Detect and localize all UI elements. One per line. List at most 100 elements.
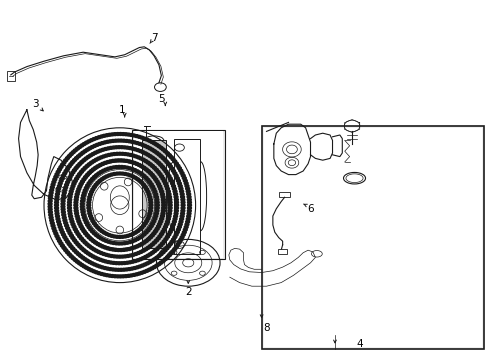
Circle shape (183, 179, 187, 182)
Circle shape (78, 245, 81, 248)
Circle shape (56, 237, 60, 240)
Circle shape (114, 146, 118, 149)
Circle shape (155, 204, 159, 207)
Circle shape (88, 193, 92, 196)
Circle shape (110, 173, 114, 176)
Circle shape (59, 166, 63, 168)
Circle shape (81, 228, 84, 230)
Circle shape (119, 249, 123, 252)
Circle shape (52, 227, 56, 230)
Circle shape (176, 165, 180, 167)
Circle shape (150, 185, 154, 188)
Circle shape (124, 140, 128, 143)
Text: 5: 5 (158, 94, 164, 104)
Circle shape (69, 153, 73, 156)
Circle shape (57, 220, 61, 223)
Circle shape (77, 155, 81, 158)
Circle shape (176, 243, 180, 246)
Circle shape (103, 148, 107, 150)
Circle shape (89, 161, 93, 164)
Circle shape (91, 188, 95, 191)
Circle shape (180, 236, 183, 239)
Circle shape (101, 148, 105, 151)
Circle shape (141, 249, 145, 252)
Circle shape (147, 195, 151, 198)
Circle shape (81, 197, 85, 200)
Circle shape (78, 172, 81, 175)
Circle shape (122, 159, 125, 162)
Circle shape (134, 155, 138, 158)
Circle shape (142, 175, 146, 177)
Circle shape (112, 255, 116, 258)
Circle shape (155, 228, 159, 230)
Circle shape (56, 190, 60, 193)
Circle shape (126, 274, 130, 277)
Circle shape (81, 180, 84, 183)
Circle shape (187, 207, 191, 210)
Circle shape (140, 165, 143, 168)
Circle shape (88, 261, 92, 264)
Circle shape (55, 235, 59, 238)
Circle shape (67, 253, 71, 256)
Circle shape (79, 225, 83, 228)
Circle shape (162, 207, 165, 210)
Circle shape (106, 147, 110, 150)
Circle shape (135, 178, 139, 181)
Circle shape (168, 207, 172, 210)
Circle shape (78, 145, 81, 148)
Circle shape (137, 135, 141, 138)
Circle shape (118, 255, 122, 258)
Circle shape (114, 166, 118, 168)
Circle shape (180, 215, 184, 218)
Circle shape (173, 193, 177, 195)
Circle shape (120, 242, 123, 245)
Circle shape (133, 231, 137, 234)
Circle shape (173, 215, 177, 218)
Circle shape (153, 178, 157, 181)
Circle shape (75, 193, 79, 196)
Circle shape (103, 260, 107, 263)
Circle shape (138, 150, 142, 153)
Circle shape (102, 252, 105, 255)
Circle shape (122, 139, 125, 142)
Circle shape (107, 133, 111, 136)
Circle shape (148, 253, 152, 256)
Circle shape (115, 255, 119, 258)
Circle shape (74, 209, 78, 212)
Circle shape (175, 177, 179, 180)
Circle shape (168, 165, 172, 168)
Circle shape (167, 209, 171, 212)
Circle shape (99, 252, 103, 255)
Circle shape (92, 232, 96, 235)
Circle shape (102, 155, 105, 158)
Circle shape (86, 252, 90, 255)
Circle shape (68, 193, 72, 195)
Circle shape (79, 237, 83, 240)
Circle shape (163, 225, 167, 228)
Circle shape (85, 165, 89, 167)
Circle shape (122, 262, 126, 265)
Circle shape (130, 140, 134, 143)
Circle shape (100, 135, 103, 138)
Circle shape (64, 183, 68, 186)
Circle shape (128, 241, 132, 244)
Circle shape (114, 242, 118, 245)
Circle shape (67, 178, 71, 181)
Circle shape (145, 254, 149, 257)
Circle shape (48, 211, 52, 213)
Circle shape (108, 160, 112, 163)
Circle shape (157, 153, 161, 156)
Circle shape (89, 139, 93, 141)
Circle shape (162, 204, 165, 207)
Circle shape (73, 258, 77, 261)
Circle shape (171, 238, 175, 241)
Circle shape (109, 261, 113, 264)
Circle shape (148, 163, 152, 166)
Circle shape (81, 213, 85, 216)
Circle shape (98, 143, 102, 145)
Circle shape (147, 227, 151, 230)
Circle shape (84, 157, 88, 160)
Circle shape (89, 269, 93, 272)
Circle shape (102, 273, 106, 276)
Circle shape (146, 161, 150, 164)
